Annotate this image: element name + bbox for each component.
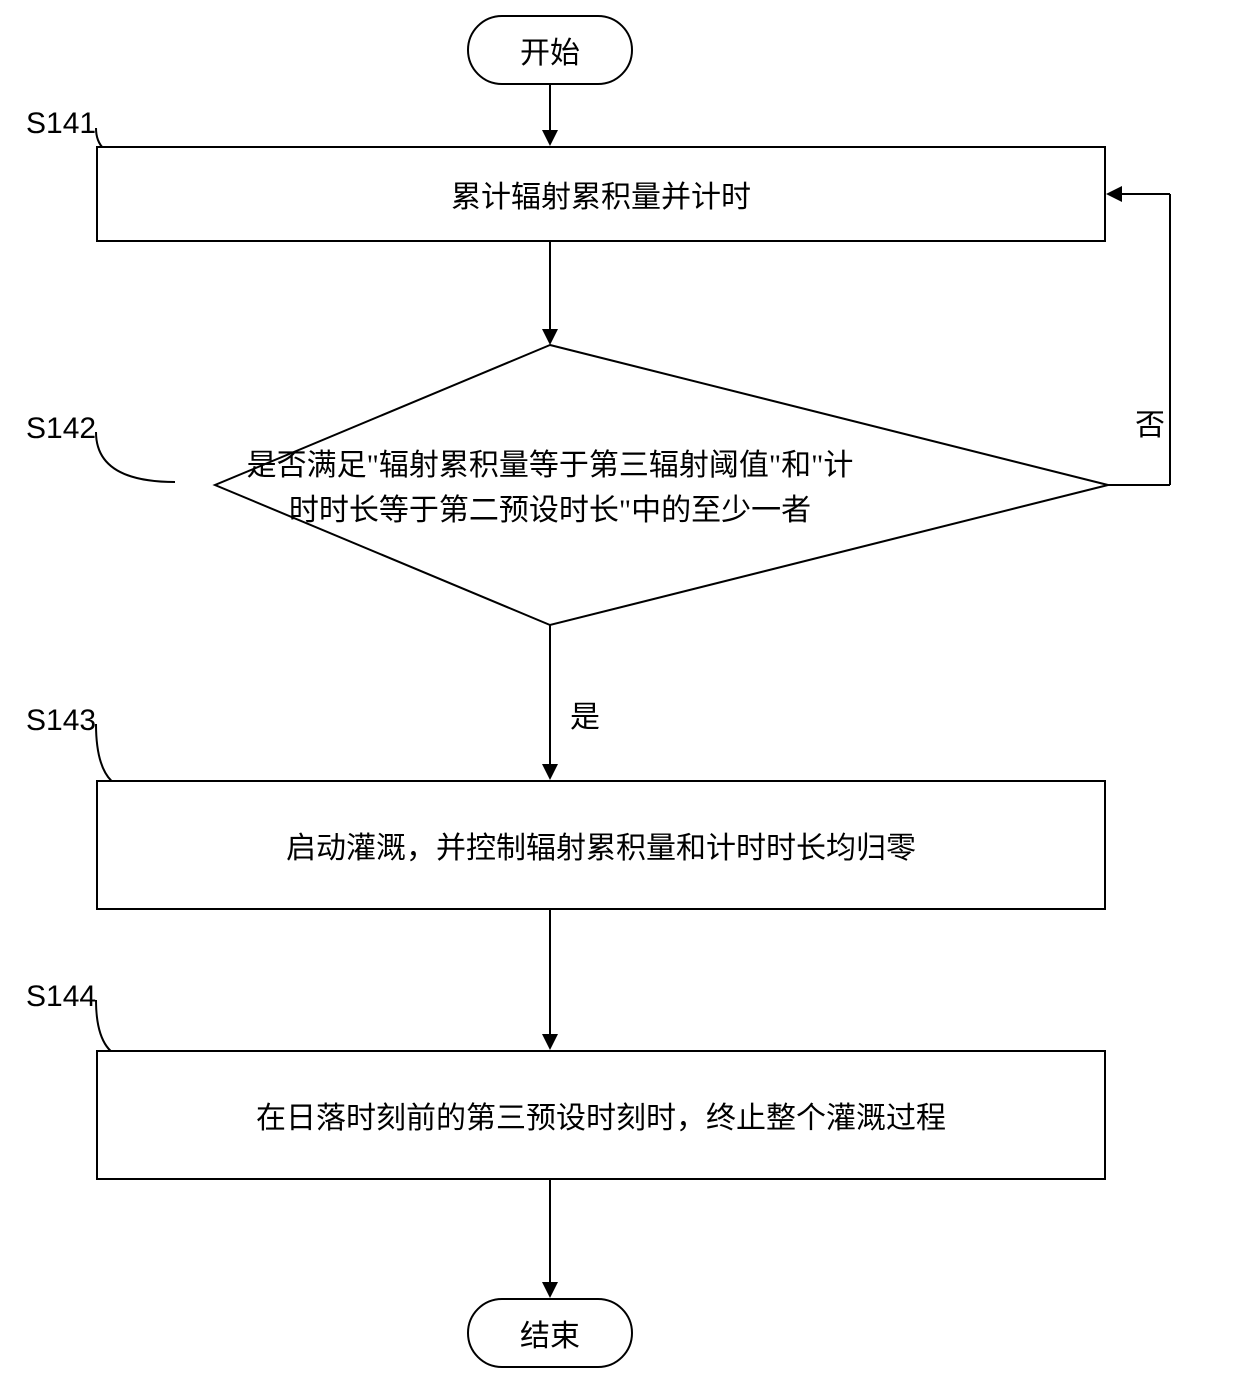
edge-label-yes: 是 <box>570 692 600 736</box>
process-s143: 启动灌溉，并控制辐射累积量和计时时长均归零 <box>96 780 1106 910</box>
step-label-s143: S143 <box>26 704 96 738</box>
process-s144: 在日落时刻前的第三预设时刻时，终止整个灌溉过程 <box>96 1050 1106 1180</box>
process-s144-text: 在日落时刻前的第三预设时刻时，终止整个灌溉过程 <box>256 1093 946 1137</box>
edge-label-no: 否 <box>1135 400 1165 444</box>
terminator-start-text: 开始 <box>520 28 580 72</box>
step-label-s142: S142 <box>26 412 96 446</box>
terminator-end: 结束 <box>467 1298 633 1368</box>
decision-s142-line1: 是否满足"辐射累积量等于第三辐射阈值"和"计 <box>185 443 915 488</box>
step-label-s141: S141 <box>26 107 96 141</box>
decision-s142-text: 是否满足"辐射累积量等于第三辐射阈值"和"计 时时长等于第二预设时长"中的至少一… <box>185 443 915 533</box>
step-label-s144: S144 <box>26 980 96 1014</box>
terminator-start: 开始 <box>467 15 633 85</box>
flowchart-canvas: 开始 结束 累计辐射累积量并计时 启动灌溉，并控制辐射累积量和计时时长均归零 在… <box>0 0 1240 1397</box>
process-s141: 累计辐射累积量并计时 <box>96 146 1106 242</box>
process-s141-text: 累计辐射累积量并计时 <box>451 172 751 216</box>
terminator-end-text: 结束 <box>520 1311 580 1355</box>
process-s143-text: 启动灌溉，并控制辐射累积量和计时时长均归零 <box>286 823 916 867</box>
decision-s142-line2: 时时长等于第二预设时长"中的至少一者 <box>185 488 915 533</box>
